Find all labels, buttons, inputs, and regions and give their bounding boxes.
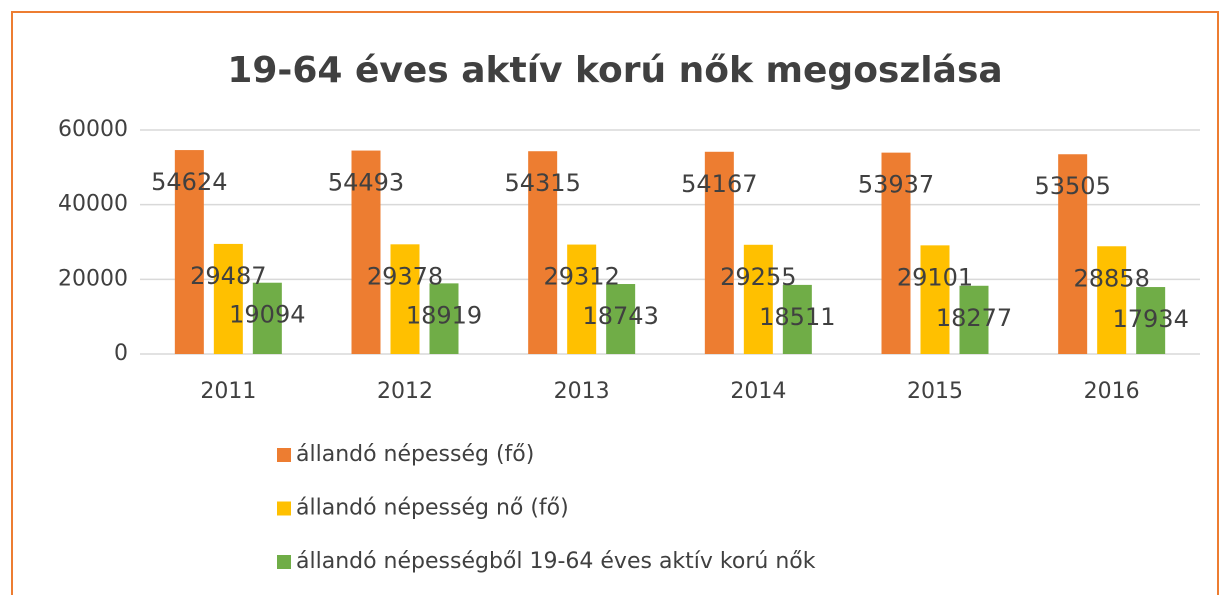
data-label: 54624 (151, 168, 227, 196)
legend-swatch (277, 448, 291, 462)
data-label: 18743 (582, 302, 658, 330)
bar (959, 285, 989, 354)
bar (1097, 246, 1127, 354)
y-tick-label: 0 (114, 341, 128, 366)
bar (1058, 154, 1088, 354)
bar (920, 245, 950, 354)
x-tick-label: 2015 (907, 379, 963, 404)
data-label: 54493 (328, 169, 404, 197)
bar (528, 151, 558, 354)
x-tick-label: 2013 (554, 379, 610, 404)
data-label: 29101 (897, 263, 973, 291)
bar (567, 244, 597, 354)
bar (351, 150, 381, 354)
bar (390, 244, 420, 354)
bar (704, 151, 734, 354)
data-label: 29378 (367, 262, 443, 290)
bar (1136, 287, 1166, 354)
x-tick-label: 2014 (730, 379, 786, 404)
legend-label: állandó népességből 19-64 éves aktív kor… (296, 549, 816, 574)
legend-swatch (277, 555, 291, 569)
data-label: 29255 (720, 263, 796, 291)
y-tick-label: 60000 (58, 117, 128, 142)
bar (174, 150, 204, 354)
bar (429, 283, 459, 354)
legend-swatch (277, 501, 291, 516)
data-label: 29312 (543, 263, 619, 291)
y-tick-label: 40000 (58, 192, 128, 217)
bar (881, 152, 911, 354)
data-label: 18511 (759, 303, 835, 331)
data-label: 17934 (1112, 305, 1188, 333)
bar (743, 244, 773, 354)
bar (213, 243, 243, 354)
x-tick-label: 2012 (377, 379, 433, 404)
legend-label: állandó népesség nő (fő) (296, 496, 569, 521)
data-label: 18919 (406, 301, 482, 329)
x-tick-label: 2016 (1084, 379, 1140, 404)
data-label: 53937 (858, 171, 934, 199)
data-label: 53505 (1034, 172, 1110, 200)
data-label: 29487 (190, 262, 266, 290)
y-tick-label: 20000 (58, 266, 128, 291)
chart-title: 19-64 éves aktív korú nők megoszlása (227, 50, 1002, 91)
bar (252, 282, 282, 354)
data-label: 19094 (229, 301, 305, 329)
data-label: 54167 (681, 170, 757, 198)
data-label: 18277 (936, 304, 1012, 332)
legend-label: állandó népesség (fő) (296, 442, 534, 467)
bar (782, 284, 812, 354)
data-label: 28858 (1073, 264, 1149, 292)
data-label: 54315 (504, 169, 580, 197)
bar (606, 284, 636, 354)
x-tick-label: 2011 (200, 379, 256, 404)
